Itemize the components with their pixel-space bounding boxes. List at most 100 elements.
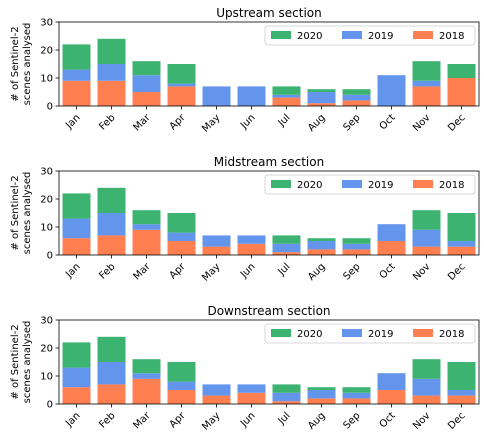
y-axis-label-line: # of Sentinel-2: [10, 26, 21, 101]
bar-2018-oct: [377, 241, 406, 255]
bar-2019-mar: [132, 75, 161, 92]
bar-2019-nov: [412, 80, 441, 87]
legend-label-2019: 2019: [368, 329, 393, 340]
y-tick-label: 20: [40, 344, 53, 355]
bar-2020-apr: [167, 362, 196, 382]
bar-2020-apr: [167, 213, 196, 233]
x-tick-label-aug: Aug: [306, 261, 328, 283]
y-tick-label: 10: [40, 223, 53, 234]
y-axis-label: # of Sentinel-2scenes analysed: [10, 321, 33, 404]
bar-2020-sep: [342, 89, 371, 95]
legend-swatch-2020: [271, 31, 291, 39]
x-tick-label-jul: Jul: [276, 261, 293, 278]
bar-2020-sep: [342, 387, 371, 393]
x-tick-label-sep: Sep: [342, 112, 363, 133]
bar-2018-feb: [97, 80, 126, 106]
legend-label-2020: 2020: [297, 180, 322, 191]
legend: 2020 2019 2018: [264, 25, 476, 46]
bar-2018-mar: [132, 378, 161, 404]
x-tick-label-dec: Dec: [446, 112, 467, 133]
x-tick-label-jan: Jan: [63, 410, 82, 429]
bar-2019-feb: [97, 213, 126, 236]
x-tick-label-oct: Oct: [378, 261, 398, 281]
bar-2020-mar: [132, 359, 161, 374]
y-tick-label: 30: [40, 316, 53, 327]
bar-2018-jul: [272, 252, 301, 255]
bar-2018-jun: [237, 392, 266, 404]
bar-2019-dec: [447, 241, 476, 247]
bar-2019-apr: [167, 83, 196, 87]
panel-title: Upstream section: [216, 6, 322, 20]
x-tick-label-mar: Mar: [131, 261, 153, 283]
bar-2018-nov: [412, 86, 441, 106]
x-tick-label-jan: Jan: [63, 112, 82, 131]
bar-2018-oct: [377, 390, 406, 404]
bar-2020-nov: [412, 359, 441, 379]
y-axis-label-line: # of Sentinel-2: [10, 175, 21, 250]
x-tick-label-nov: Nov: [411, 261, 433, 283]
bar-2019-sep: [342, 94, 371, 101]
bar-2019-aug: [307, 241, 336, 250]
y-tick-label: 0: [47, 102, 53, 113]
bar-2019-mar: [132, 224, 161, 230]
panel-1: Upstream section # of Sentinel-2scenes an…: [10, 6, 480, 135]
bar-2019-may: [202, 235, 231, 247]
bar-2018-jan: [62, 238, 91, 255]
bar-2018-apr: [167, 241, 196, 255]
x-tick-label-aug: Aug: [306, 410, 328, 432]
bar-2019-jul: [272, 94, 301, 98]
x-tick-label-may: May: [200, 410, 222, 432]
x-tick-label-apr: Apr: [168, 112, 189, 133]
x-tick-label-apr: Apr: [168, 261, 189, 282]
bar-2018-jun: [237, 243, 266, 255]
y-tick-label: 10: [40, 372, 53, 383]
bar-2020-mar: [132, 210, 161, 225]
x-tick-label-nov: Nov: [411, 410, 433, 432]
bar-2020-feb: [97, 38, 126, 64]
panel-2: Midstream section # of Sentinel-2scenes a…: [10, 155, 480, 284]
x-tick-label-feb: Feb: [97, 410, 117, 430]
bar-2018-jul: [272, 401, 301, 404]
bar-2020-dec: [447, 64, 476, 78]
x-tick-label-jul: Jul: [276, 112, 293, 129]
x-tick-label-apr: Apr: [168, 410, 189, 431]
legend-label-2018: 2018: [439, 31, 464, 42]
x-tick-label-jun: Jun: [238, 112, 258, 132]
bar-2018-feb: [97, 235, 126, 255]
legend: 2020 2019 2018: [264, 323, 476, 344]
y-tick-label: 0: [47, 251, 53, 262]
bar-2020-jul: [272, 235, 301, 244]
x-tick-label-feb: Feb: [97, 261, 117, 281]
legend-swatch-2019: [342, 329, 362, 337]
y-axis-label-line: # of Sentinel-2: [10, 324, 21, 399]
legend-swatch-2019: [342, 180, 362, 188]
x-tick-label-may: May: [200, 112, 222, 134]
panel-title: Midstream section: [214, 155, 324, 169]
x-tick-label-aug: Aug: [306, 112, 328, 134]
bar-2018-aug: [307, 398, 336, 404]
legend-label-2018: 2018: [439, 180, 464, 191]
bar-2018-jul: [272, 97, 301, 106]
legend-swatch-2020: [271, 329, 291, 337]
panel-3: Downstream section # of Sentinel-2scenes …: [10, 304, 480, 433]
y-tick-label: 20: [40, 195, 53, 206]
x-tick-label-oct: Oct: [378, 410, 398, 430]
x-tick-label-mar: Mar: [131, 410, 153, 432]
legend-label-2020: 2020: [297, 329, 322, 340]
bar-2019-jan: [62, 367, 91, 388]
bar-2019-mar: [132, 373, 161, 379]
bar-2018-nov: [412, 395, 441, 404]
x-tick-label-jan: Jan: [63, 261, 82, 280]
bar-2020-jul: [272, 384, 301, 393]
bar-2019-nov: [412, 378, 441, 396]
bar-2020-aug: [307, 238, 336, 241]
x-tick-label-mar: Mar: [131, 112, 153, 134]
legend-swatch-2020: [271, 180, 291, 188]
x-tick-label-feb: Feb: [97, 112, 117, 132]
legend-swatch-2018: [413, 31, 433, 39]
bar-2018-apr: [167, 390, 196, 404]
legend-label-2019: 2019: [368, 31, 393, 42]
y-axis-label-line: scenes analysed: [22, 172, 33, 255]
bar-2019-oct: [377, 224, 406, 241]
bar-2019-oct: [377, 75, 406, 106]
